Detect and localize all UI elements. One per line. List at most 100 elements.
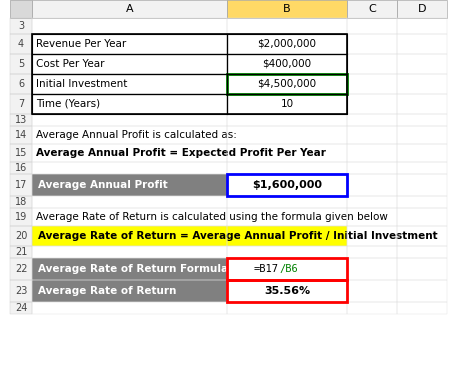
Bar [32,208,227,226]
Bar [347,196,397,208]
Bar [10,144,32,162]
Bar [347,0,397,18]
Bar [10,18,32,34]
Bar [32,144,227,162]
Bar [227,94,347,114]
Bar [32,208,227,226]
Bar [347,302,397,314]
Text: Average Rate of Return Formula: Average Rate of Return Formula [38,264,228,274]
Bar [10,126,32,144]
Bar [32,126,347,144]
Bar [10,258,32,280]
Text: 18: 18 [15,197,27,207]
Bar [32,18,227,34]
Bar [347,144,397,162]
Bar [10,246,32,258]
Bar [10,208,32,226]
Text: A: A [126,4,133,14]
Bar [32,34,227,54]
Bar [32,126,227,144]
Bar [397,196,447,208]
Text: $4,500,000: $4,500,000 [257,79,317,89]
Bar [10,302,32,314]
Bar [10,162,32,174]
Bar [347,174,397,196]
Bar [397,54,447,74]
Bar [10,246,32,258]
Bar [32,74,227,94]
Bar [227,208,347,226]
Bar [397,302,447,314]
Bar [227,94,347,114]
Bar [397,126,447,144]
Bar [10,74,32,94]
Bar [347,258,397,280]
Bar [227,114,347,126]
Bar [32,18,227,34]
Bar [32,302,227,314]
Bar [227,280,347,302]
Bar [347,208,397,226]
Bar [347,280,397,302]
Bar [347,246,397,258]
Bar [347,162,397,174]
Text: 3: 3 [18,21,24,31]
Bar [32,94,227,114]
Bar [227,174,347,196]
Bar [227,174,347,196]
Bar [227,74,347,94]
Bar [10,302,32,314]
Bar [32,302,227,314]
Text: Cost Per Year: Cost Per Year [36,59,104,69]
Bar [32,0,227,18]
Bar [347,174,397,196]
Text: 5: 5 [18,59,24,69]
Bar [397,74,447,94]
Text: Revenue Per Year: Revenue Per Year [36,39,126,49]
Bar [227,34,347,54]
Bar [227,34,347,54]
Bar [397,226,447,246]
Bar [347,126,397,144]
Bar [10,114,32,126]
Bar [347,126,397,144]
Bar [397,162,447,174]
Bar [227,54,347,74]
Bar [397,114,447,126]
Bar [10,174,32,196]
Bar [397,114,447,126]
Bar [227,74,347,94]
Bar [32,144,227,162]
Text: Time (Years): Time (Years) [36,99,100,109]
Bar [347,258,397,280]
Text: $2,000,000: $2,000,000 [257,39,317,49]
Text: /B6: /B6 [279,264,298,274]
Bar [32,196,227,208]
Text: 20: 20 [15,231,27,241]
Text: Average Annual Profit = Expected Profit Per Year: Average Annual Profit = Expected Profit … [36,148,326,158]
Text: 14: 14 [15,130,27,140]
Text: B: B [283,4,291,14]
Bar [397,54,447,74]
Bar [227,258,347,280]
Bar [397,94,447,114]
Bar [32,246,227,258]
Bar [227,280,347,302]
Bar [347,74,397,94]
Bar [227,280,347,302]
Bar [397,174,447,196]
Bar [10,196,32,208]
Bar [32,174,227,196]
Bar [227,258,347,280]
Text: 17: 17 [15,180,27,190]
Bar [397,162,447,174]
Bar [397,34,447,54]
Bar [10,54,32,74]
Bar [10,94,32,114]
Text: 21: 21 [15,247,27,257]
Bar [10,208,32,226]
Text: Average Annual Profit: Average Annual Profit [38,180,168,190]
Bar [32,258,227,280]
Bar [10,258,32,280]
Bar [227,0,347,18]
